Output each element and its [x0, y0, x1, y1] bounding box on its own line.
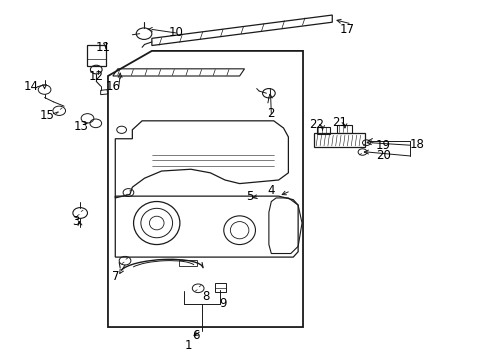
Text: 12: 12 [88, 69, 103, 82]
Text: 10: 10 [168, 27, 183, 40]
Bar [313, 134, 364, 147]
Bar [316, 127, 330, 134]
Text: 15: 15 [40, 109, 54, 122]
Text: 5: 5 [245, 190, 253, 203]
Bar [336, 125, 351, 133]
Text: 18: 18 [409, 138, 424, 150]
Text: 22: 22 [308, 118, 324, 131]
Text: 11: 11 [95, 41, 110, 54]
Text: 9: 9 [218, 297, 226, 310]
Text: 17: 17 [339, 23, 354, 36]
Text: 2: 2 [267, 107, 275, 120]
Text: 13: 13 [74, 120, 88, 133]
Text: 21: 21 [331, 116, 346, 129]
Bar [87, 45, 105, 66]
Text: 19: 19 [375, 139, 390, 152]
Text: 16: 16 [105, 80, 120, 93]
Text: 3: 3 [72, 215, 80, 228]
Text: 8: 8 [202, 290, 209, 303]
Bar [178, 260, 197, 266]
Text: 1: 1 [184, 339, 192, 352]
Text: 14: 14 [23, 80, 39, 93]
Text: 6: 6 [192, 329, 199, 342]
Text: 7: 7 [111, 270, 119, 283]
Text: 4: 4 [267, 184, 275, 197]
Text: 20: 20 [375, 149, 390, 162]
Bar [215, 283, 225, 292]
